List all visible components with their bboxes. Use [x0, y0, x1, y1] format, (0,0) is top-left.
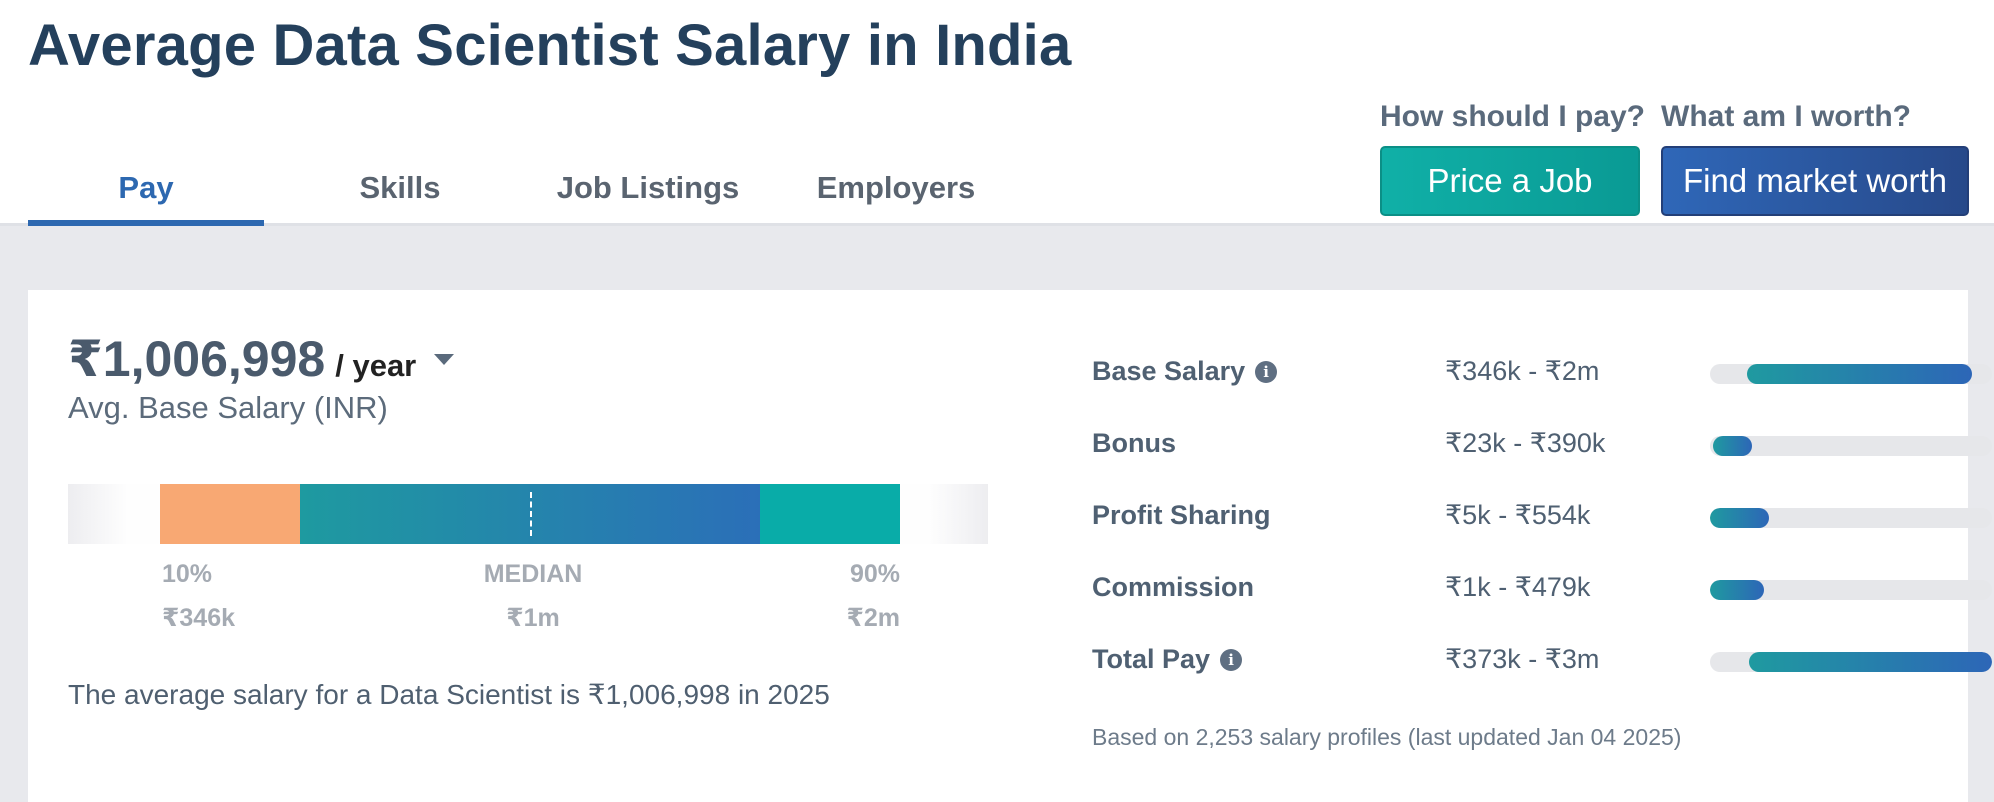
info-icon[interactable]: i [1255, 360, 1278, 383]
percentile-10-value: ₹346k [162, 604, 236, 632]
percentile-10: 10% ₹346k [162, 560, 242, 647]
comp-name: Total Pay i [1092, 644, 1243, 675]
comp-range-track [1710, 580, 1992, 600]
comp-range-fill [1710, 580, 1764, 600]
price-a-job-button[interactable]: Price a Job [1380, 146, 1640, 216]
comp-range-track [1710, 508, 1992, 528]
tab-bar: Pay Skills Job Listings Employers [28, 150, 1020, 226]
percentile-10-label: 10% [162, 560, 213, 588]
comp-label: Total Pay [1092, 644, 1211, 674]
percentile-90-label: 90% [849, 560, 900, 588]
salary-distribution-bar [68, 484, 988, 544]
comp-range: ₹23k - ₹390k [1445, 428, 1606, 458]
median-marker [530, 492, 532, 536]
info-icon[interactable]: i [1220, 648, 1243, 671]
find-market-worth-button[interactable]: Find market worth [1661, 146, 1969, 216]
price-job-group: How should I pay? Price a Job [1380, 100, 1645, 216]
percentile-median: MEDIAN ₹1m [458, 560, 608, 647]
distribution-high-segment [760, 484, 900, 544]
comp-range-fill [1710, 508, 1770, 528]
market-worth-group: What am I worth? Find market worth [1661, 100, 1969, 216]
salary-headline: ₹1,006,998 / year [68, 330, 455, 388]
comp-range: ₹5k - ₹554k [1445, 500, 1591, 530]
comp-range-track [1710, 652, 1992, 672]
comp-row-profit-sharing: Profit Sharing ₹5k - ₹554k [1092, 500, 1992, 540]
comp-range: ₹346k - ₹2m [1445, 356, 1600, 386]
comp-name: Base Salary i [1092, 356, 1278, 387]
percentile-90-value: ₹2m [846, 604, 900, 632]
market-worth-question: What am I worth? [1661, 100, 1911, 133]
salary-period[interactable]: / year [335, 348, 417, 383]
tab-pay[interactable]: Pay [28, 150, 264, 226]
comp-range-fill [1749, 652, 1992, 672]
comp-label: Base Salary [1092, 356, 1246, 386]
salary-card: ₹1,006,998 / year Avg. Base Salary (INR)… [28, 290, 1992, 802]
comp-range-track [1710, 436, 1992, 456]
comp-label: Profit Sharing [1092, 500, 1271, 530]
tab-employers[interactable]: Employers [816, 170, 976, 205]
comp-row-total-pay: Total Pay i ₹373k - ₹3m [1092, 644, 1992, 684]
comp-range-track [1710, 364, 1992, 384]
comp-range-fill [1712, 436, 1753, 456]
comp-label: Bonus [1092, 428, 1176, 458]
tab-skills[interactable]: Skills [359, 170, 441, 205]
page-header: Average Data Scientist Salary in India P… [0, 0, 1994, 226]
tab-job-listings[interactable]: Job Listings [556, 170, 740, 205]
salary-amount: ₹1,006,998 [68, 331, 326, 387]
price-job-question: How should I pay? [1380, 100, 1646, 133]
comp-row-bonus: Bonus ₹23k - ₹390k [1092, 428, 1992, 468]
comp-name: Profit Sharing [1092, 500, 1271, 531]
comp-row-commission: Commission ₹1k - ₹479k [1092, 572, 1992, 612]
percentile-90: 90% ₹2m [800, 560, 900, 647]
chevron-down-icon[interactable] [434, 353, 455, 365]
salary-subtitle: Avg. Base Salary (INR) [68, 390, 388, 425]
salary-summary: The average salary for a Data Scientist … [68, 679, 830, 710]
distribution-low-segment [160, 484, 300, 544]
page-title: Average Data Scientist Salary in India [28, 13, 1072, 78]
comp-name: Bonus [1092, 428, 1176, 459]
comp-name: Commission [1092, 572, 1254, 603]
median-value: ₹1m [506, 604, 560, 632]
comp-range-fill [1746, 364, 1973, 384]
median-label: MEDIAN [483, 560, 583, 588]
comp-range: ₹1k - ₹479k [1445, 572, 1591, 602]
comp-label: Commission [1092, 572, 1255, 602]
salary-footnote: Based on 2,253 salary profiles (last upd… [1092, 724, 1682, 750]
comp-range: ₹373k - ₹3m [1445, 644, 1600, 674]
comp-row-base-salary: Base Salary i ₹346k - ₹2m [1092, 356, 1992, 396]
